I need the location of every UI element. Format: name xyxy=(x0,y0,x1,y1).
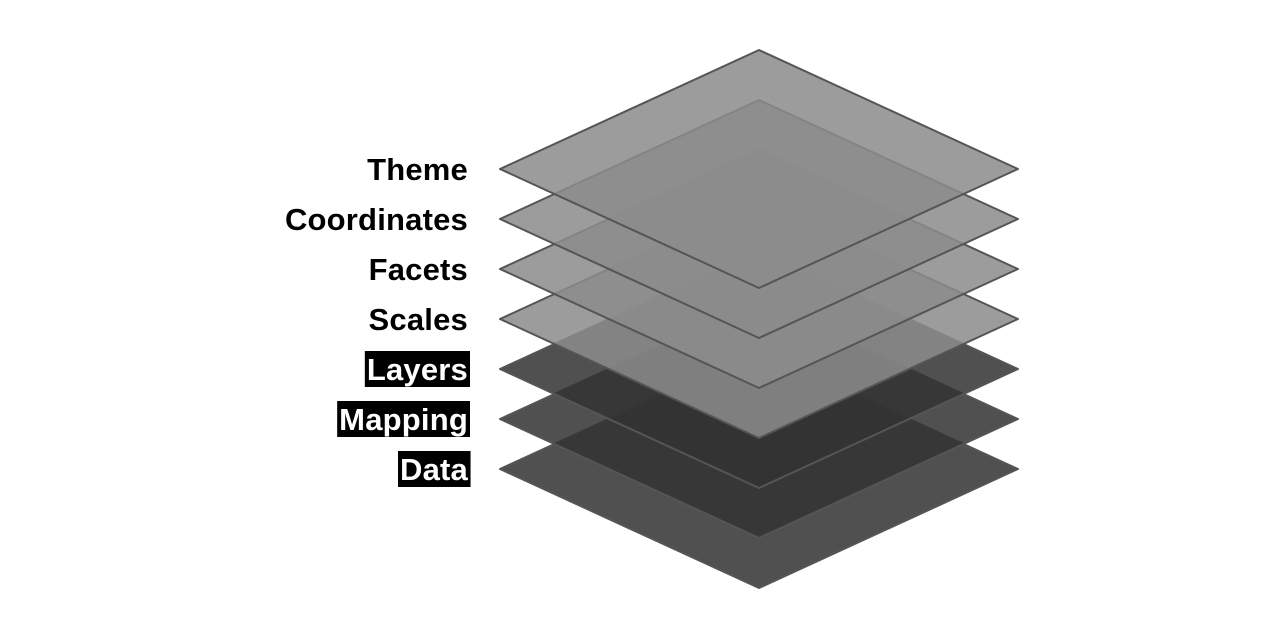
layer-label-text-data: Data xyxy=(400,452,469,487)
layer-label-text-theme: Theme xyxy=(367,152,468,187)
layer-label-highlight-data xyxy=(398,451,471,487)
layer-label-facets: Facets xyxy=(369,252,468,287)
layer-plane-theme xyxy=(499,49,1019,289)
layer-label-text-scales: Scales xyxy=(369,302,468,337)
layer-label-data: Data xyxy=(398,451,471,487)
layer-label-text-mapping: Mapping xyxy=(339,402,468,437)
layer-label-text-facets: Facets xyxy=(369,252,468,287)
layer-label-text-layers: Layers xyxy=(367,352,468,387)
layer-label-highlight-layers xyxy=(364,351,470,387)
layer-label-layers: Layers xyxy=(364,351,470,387)
layer-labels: Data Mapping Layers Scales Facets Coordinates… xyxy=(285,152,471,487)
layer-label-highlight-mapping xyxy=(337,401,470,437)
layer-label-mapping: Mapping xyxy=(337,401,470,437)
layer-label-coordinates: Coordinates xyxy=(285,202,468,237)
layer-label-theme: Theme xyxy=(367,152,468,187)
layer-label-scales: Scales xyxy=(369,302,468,337)
layer-label-text-coordinates: Coordinates xyxy=(285,202,468,237)
layer-planes xyxy=(499,49,1019,589)
